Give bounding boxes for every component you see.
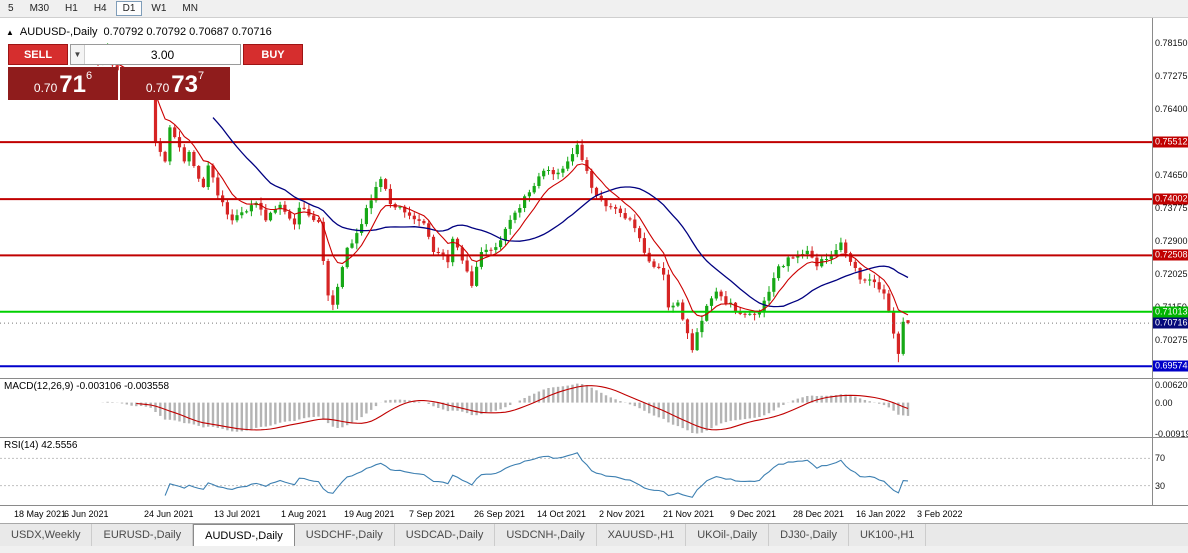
buy-price-small: 0.70 xyxy=(145,81,170,95)
tab-usdcad-daily[interactable]: USDCAD-,Daily xyxy=(395,524,496,546)
macd-axis-label: 0.00620 xyxy=(1155,380,1188,390)
timeframe-d1[interactable]: D1 xyxy=(115,1,143,16)
one-click-trading-panel: SELL ▼ BUY 0.70 71 6 0.70 73 xyxy=(8,44,303,100)
price-badge: 0.72508 xyxy=(1153,249,1188,261)
chart-ohlc-values: 0.70792 0.70792 0.70687 0.70716 xyxy=(103,26,272,38)
date-label: 14 Oct 2021 xyxy=(537,509,587,519)
date-label: 13 Jul 2021 xyxy=(214,509,261,519)
macd-panel: 0.00620 0.00 -0.00919 MACD(12,26,9) -0.003… xyxy=(0,378,1188,439)
sell-button[interactable]: SELL xyxy=(8,44,68,65)
bottom-strip xyxy=(0,546,1188,553)
price-badge: 0.70716 xyxy=(1153,317,1188,329)
price-label: 0.78150 xyxy=(1155,37,1188,48)
volume-control: ▼ xyxy=(70,44,241,65)
macd-axis-label: 0.00 xyxy=(1155,397,1173,408)
buy-price-big: 73 xyxy=(171,71,198,98)
date-axis: 18 May 2021 6 Jun 2021 24 Jun 2021 13 Jul 2… xyxy=(0,505,1188,523)
date-label: 24 Jun 2021 xyxy=(144,509,194,519)
slow-ma-line xyxy=(212,117,909,308)
volume-input[interactable] xyxy=(85,45,240,64)
timeframe-toolbar: 5 M30 H1 H4 D1 W1 MN xyxy=(0,0,1188,18)
date-label: 16 Jan 2022 xyxy=(856,509,906,519)
chart-tab-bar: USDX,Weekly EURUSD-,Daily AUDUSD-,Daily USD… xyxy=(0,523,1188,546)
date-label: 18 May 2021 xyxy=(14,509,67,519)
date-label: 26 Sep 2021 xyxy=(474,509,526,519)
main-chart-panel: 0.78150 0.77275 0.76400 0.74650 0.73775 0.729… xyxy=(0,18,1188,378)
price-axis: 0.78150 0.77275 0.76400 0.74650 0.73775 0.729… xyxy=(1152,18,1188,378)
price-badge: 0.69574 xyxy=(1153,360,1188,372)
fast-ma-line xyxy=(97,60,909,317)
tab-audusd-daily[interactable]: AUDUSD-,Daily xyxy=(193,524,295,546)
chevron-down-icon: ▼ xyxy=(73,50,82,59)
tab-eurusd-daily[interactable]: EURUSD-,Daily xyxy=(92,524,194,546)
rsi-axis: 70 30 xyxy=(1152,438,1188,505)
chart-title: ▲ AUDUSD-,Daily 0.70792 0.70792 0.70687 … xyxy=(6,26,272,38)
tab-uk100-h1[interactable]: UK100-,H1 xyxy=(849,524,927,546)
sell-price-sup: 6 xyxy=(85,70,93,82)
date-label: 6 Jun 2021 xyxy=(64,509,109,519)
tab-dj30-daily[interactable]: DJ30-,Daily xyxy=(769,524,849,546)
rsi-label: RSI(14) 42.5556 xyxy=(4,440,78,451)
macd-chart xyxy=(101,383,910,434)
sell-price-display[interactable]: 0.70 71 6 xyxy=(8,67,118,100)
price-label: 0.76400 xyxy=(1155,103,1188,114)
price-label: 0.72900 xyxy=(1155,235,1188,246)
date-label: 28 Dec 2021 xyxy=(793,509,845,519)
chart-icon: ▲ xyxy=(6,27,14,37)
date-label: 7 Sep 2021 xyxy=(409,509,456,519)
buy-price-sup: 7 xyxy=(197,70,205,82)
timeframe-h1[interactable]: H1 xyxy=(65,3,78,14)
rsi-chart xyxy=(0,452,1152,498)
rsi-axis-label: 70 xyxy=(1155,453,1166,464)
volume-dropdown[interactable]: ▼ xyxy=(71,45,85,64)
date-label: 2 Nov 2021 xyxy=(599,509,646,519)
price-badge: 0.74002 xyxy=(1153,193,1188,205)
price-label: 0.74650 xyxy=(1155,169,1188,180)
price-label: 0.73775 xyxy=(1155,202,1188,213)
price-label: 0.77275 xyxy=(1155,70,1188,81)
date-label: 19 Aug 2021 xyxy=(344,509,395,519)
date-label: 1 Aug 2021 xyxy=(281,509,327,519)
sell-price-big: 71 xyxy=(59,71,86,98)
rsi-panel: 70 30 RSI(14) 42.5556 xyxy=(0,437,1188,505)
timeframe-w1[interactable]: W1 xyxy=(151,3,167,14)
tab-usdchf-daily[interactable]: USDCHF-,Daily xyxy=(295,524,395,546)
sell-price-small: 0.70 xyxy=(33,81,58,95)
tab-usdcnh-daily[interactable]: USDCNH-,Daily xyxy=(495,524,597,546)
date-label: 9 Dec 2021 xyxy=(730,509,777,519)
timeframe-mn[interactable]: MN xyxy=(182,3,198,14)
buy-price-display[interactable]: 0.70 73 7 xyxy=(120,67,230,100)
buy-button[interactable]: BUY xyxy=(243,44,303,65)
candlestick-chart xyxy=(0,43,1152,368)
price-label: 0.70275 xyxy=(1155,334,1188,345)
timeframe-h4[interactable]: H4 xyxy=(93,3,107,14)
macd-label: MACD(12,26,9) -0.003106 -0.003558 xyxy=(4,381,170,392)
rsi-line xyxy=(164,452,909,498)
macd-signal-line xyxy=(136,385,909,431)
price-label: 0.72025 xyxy=(1155,268,1188,279)
timeframe-5[interactable]: 5 xyxy=(8,3,14,14)
price-badge: 0.75512 xyxy=(1153,136,1188,148)
tab-usdx-weekly[interactable]: USDX,Weekly xyxy=(0,524,93,546)
price-badge: 0.71013 xyxy=(1153,306,1188,318)
macd-histogram xyxy=(101,383,910,434)
tab-xauusd-h1[interactable]: XAUUSD-,H1 xyxy=(597,524,687,546)
tab-ukoil-daily[interactable]: UKOil-,Daily xyxy=(686,524,770,546)
macd-axis: 0.00620 0.00 -0.00919 xyxy=(1152,379,1188,439)
date-label: 3 Feb 2022 xyxy=(917,509,963,519)
date-label: 21 Nov 2021 xyxy=(663,509,715,519)
timeframe-m30[interactable]: M30 xyxy=(29,3,50,14)
rsi-axis-label: 30 xyxy=(1155,480,1166,491)
macd-axis-label: -0.00919 xyxy=(1155,428,1188,439)
chart-symbol-label: AUDUSD-,Daily xyxy=(19,26,98,38)
